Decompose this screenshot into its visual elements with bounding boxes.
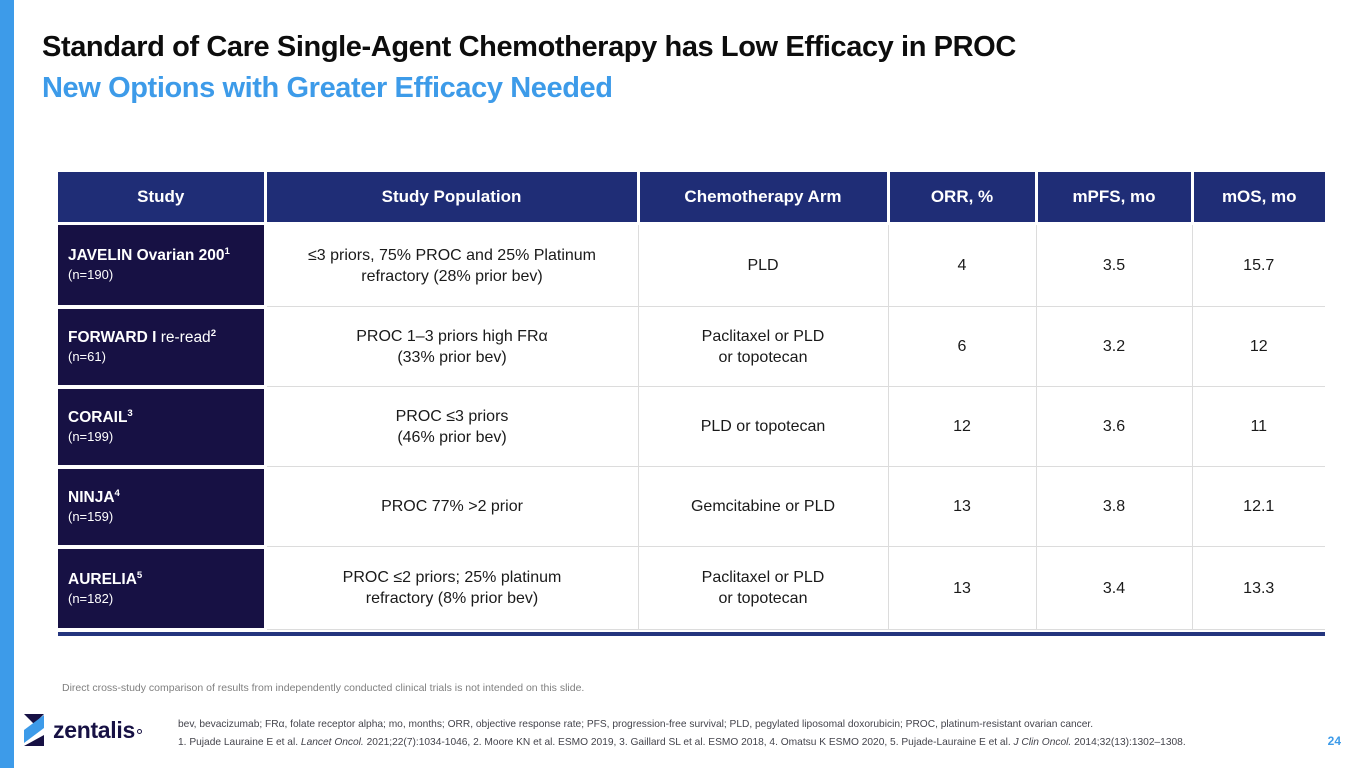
reference-text: 2014;32(13):1302–1308. (1071, 736, 1186, 748)
study-sample-size: (n=61) (68, 349, 106, 364)
references-line: 1. Pujade Lauraine E et al. Lancet Oncol… (178, 734, 1268, 752)
population-cell: PROC 77% >2 prior (264, 466, 639, 547)
table-row: CORAIL3 (n=199) PROC ≤3 priors (46% prio… (58, 386, 1325, 469)
arm-line: Gemcitabine or PLD (690, 498, 836, 515)
population-line: (33% prior bev) (397, 348, 507, 366)
chemo-arm-cell: Gemcitabine or PLD (637, 466, 889, 547)
chemo-arm-cell: Paclitaxel or PLD or topotecan (637, 306, 889, 387)
population-line: ≤3 priors, 75% PROC and 25% Platinum (307, 246, 597, 264)
arm-line: Paclitaxel or PLD (701, 569, 825, 586)
population-line: PROC 77% >2 prior (381, 498, 523, 515)
slide-subtitle: New Options with Greater Efficacy Needed (42, 72, 613, 104)
mpfs-cell: 3.2 (1035, 306, 1193, 387)
arm-line: or topotecan (718, 590, 808, 607)
study-ref-superscript: 3 (127, 407, 133, 419)
mos-cell: 11 (1191, 386, 1325, 467)
page-number: 24 (1327, 734, 1341, 748)
orr-cell: 13 (887, 546, 1037, 630)
arm-line: PLD (747, 257, 779, 274)
title-block: Standard of Care Single-Agent Chemothera… (42, 26, 1016, 108)
mos-cell: 13.3 (1191, 546, 1325, 630)
chemo-arm-cell: Paclitaxel or PLD or topotecan (637, 546, 889, 630)
population-line: (46% prior bev) (397, 428, 507, 446)
slide-title: Standard of Care Single-Agent Chemothera… (42, 31, 1016, 63)
zentalis-logo-icon (24, 714, 44, 746)
cross-study-disclaimer: Direct cross-study comparison of results… (62, 682, 585, 694)
study-name-bold: NINJA (68, 489, 115, 506)
mpfs-cell: 3.4 (1035, 546, 1193, 630)
study-comparison-table: Study Study Population Chemotherapy Arm … (58, 172, 1325, 636)
arm-line: PLD or topotecan (700, 418, 826, 435)
table-row: NINJA4 (n=159) PROC 77% >2 prior Gemcita… (58, 466, 1325, 549)
header-study: Study (58, 172, 267, 225)
table-row: JAVELIN Ovarian 2001 (n=190) ≤3 priors, … (58, 223, 1325, 309)
header-chemotherapy-arm: Chemotherapy Arm (638, 172, 890, 225)
population-cell: PROC ≤3 priors (46% prior bev) (264, 386, 639, 467)
left-accent-bar (0, 0, 14, 768)
header-mos: mOS, mo (1192, 172, 1325, 225)
study-name-rest: re-read (156, 329, 211, 346)
study-name-bold: CORAIL (68, 409, 128, 426)
mpfs-cell: 3.6 (1035, 386, 1193, 467)
header-orr: ORR, % (888, 172, 1038, 225)
population-line: refractory (8% prior bev) (365, 590, 539, 607)
study-name: AURELIA5 (68, 570, 233, 589)
study-sample-size: (n=159) (68, 509, 114, 524)
study-ref-superscript: 4 (114, 487, 120, 499)
population-line: PROC ≤3 priors (395, 407, 509, 425)
population-line: refractory (28% prior bev) (361, 267, 543, 285)
logo-trademark-icon (136, 729, 142, 734)
reference-text: 2021;22(7):1034-1046, 2. Moore KN et al.… (363, 736, 1014, 748)
population-line: PROC ≤2 priors; 25% platinum (342, 569, 562, 586)
abbreviations-line: bev, bevacizumab; FRα, folate receptor a… (178, 719, 1094, 730)
table-header-row: Study Study Population Chemotherapy Arm … (58, 172, 1325, 225)
reference-text: 1. Pujade Lauraine E et al. (178, 736, 301, 748)
study-name: JAVELIN Ovarian 2001 (68, 246, 233, 265)
study-sample-size: (n=182) (68, 590, 114, 606)
orr-cell: 13 (887, 466, 1037, 547)
header-mpfs: mPFS, mo (1036, 172, 1194, 225)
study-name-bold: FORWARD I (68, 329, 157, 346)
study-sample-size: (n=199) (68, 429, 114, 444)
mos-cell: 12 (1191, 306, 1325, 387)
orr-cell: 12 (887, 386, 1037, 467)
population-cell: ≤3 priors, 75% PROC and 25% Platinum ref… (264, 223, 639, 307)
study-name-bold: JAVELIN Ovarian 200 (68, 247, 225, 265)
footer-notes: bev, bevacizumab; FRα, folate receptor a… (178, 716, 1268, 751)
orr-cell: 4 (887, 223, 1037, 307)
study-name: FORWARD I re-read2 (68, 328, 233, 347)
study-ref-superscript: 1 (224, 246, 230, 258)
arm-line: Paclitaxel or PLD (701, 327, 825, 345)
mpfs-cell: 3.8 (1035, 466, 1193, 547)
header-study-population: Study Population (265, 172, 640, 225)
arm-line: or topotecan (718, 348, 808, 366)
population-cell: PROC 1–3 priors high FRα (33% prior bev) (264, 306, 639, 387)
study-cell: NINJA4 (n=159) (58, 466, 267, 549)
study-name: CORAIL3 (68, 408, 233, 427)
study-cell: AURELIA5 (n=182) (58, 546, 267, 632)
journal-name: Lancet Oncol. (300, 736, 364, 748)
table-row: AURELIA5 (n=182) PROC ≤2 priors; 25% pla… (58, 546, 1325, 632)
study-ref-superscript: 2 (210, 327, 217, 339)
study-name-bold: AURELIA (68, 570, 137, 588)
population-cell: PROC ≤2 priors; 25% platinum refractory … (264, 546, 639, 630)
chemo-arm-cell: PLD or topotecan (637, 386, 889, 467)
orr-cell: 6 (887, 306, 1037, 387)
table-row: FORWARD I re-read2 (n=61) PROC 1–3 prior… (58, 306, 1325, 389)
mpfs-cell: 3.5 (1035, 223, 1193, 307)
zentalis-logo-text: zentalis (53, 716, 135, 743)
mos-cell: 12.1 (1191, 466, 1325, 547)
mos-cell: 15.7 (1191, 223, 1325, 307)
study-sample-size: (n=190) (68, 267, 114, 283)
chemo-arm-cell: PLD (637, 223, 889, 307)
study-name: NINJA4 (68, 488, 233, 507)
study-ref-superscript: 5 (136, 569, 143, 581)
study-cell: CORAIL3 (n=199) (58, 386, 267, 469)
study-cell: JAVELIN Ovarian 2001 (n=190) (58, 223, 267, 309)
journal-name: J Clin Oncol. (1013, 736, 1072, 748)
population-line: PROC 1–3 priors high FRα (356, 327, 548, 345)
zentalis-logo: zentalis (22, 714, 142, 746)
study-cell: FORWARD I re-read2 (n=61) (58, 306, 267, 389)
